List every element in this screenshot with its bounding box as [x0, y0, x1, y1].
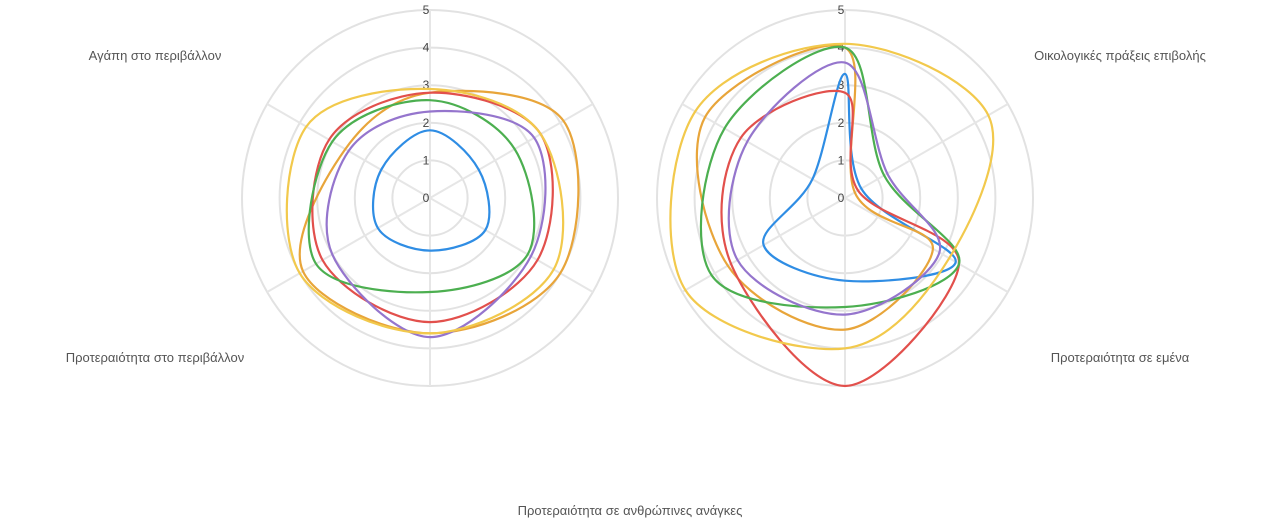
tick-label: 3 — [423, 78, 430, 92]
tick-label: 1 — [423, 153, 430, 167]
grid-spoke — [844, 197, 1009, 293]
axis-label-bottom-center: Προτεραιότητα σε ανθρώπινες ανάγκες — [518, 503, 743, 518]
tick-label: 5 — [838, 3, 845, 17]
axis-label-right-top: Οικολογικές πράξεις επιβολής — [1034, 48, 1206, 63]
series-line — [307, 99, 536, 294]
tick-label: 5 — [423, 3, 430, 17]
grid-spoke — [266, 197, 431, 293]
radar-chart-left: 0 1 2 3 4 5 — [241, 3, 619, 387]
series-line — [285, 87, 565, 335]
series-line — [695, 44, 935, 331]
tick-label: 2 — [423, 116, 430, 130]
tick-label: 0 — [838, 191, 845, 205]
tick-label: 2 — [838, 116, 845, 130]
series-line — [720, 89, 961, 388]
tick-label: 3 — [838, 78, 845, 92]
grid-spoke — [429, 103, 594, 199]
series-line — [727, 61, 942, 316]
series-line — [371, 129, 491, 252]
grid-spoke — [429, 197, 594, 293]
tick-label: 1 — [838, 153, 845, 167]
axis-label-right-bottom: Προτεραιότητα σε εμένα — [1051, 350, 1190, 365]
grid-spoke — [681, 103, 846, 199]
grid-spoke — [844, 103, 1009, 199]
tick-label: 4 — [423, 41, 430, 55]
tick-label: 0 — [423, 191, 430, 205]
series-line — [669, 42, 995, 351]
axis-label-left-top: Αγάπη στο περιβάλλον — [89, 48, 222, 63]
series-line — [762, 72, 957, 283]
axis-label-left-bottom: Προτεραιότητα στο περιβάλλον — [66, 350, 244, 365]
series-line — [325, 109, 547, 339]
series-line — [699, 45, 961, 309]
